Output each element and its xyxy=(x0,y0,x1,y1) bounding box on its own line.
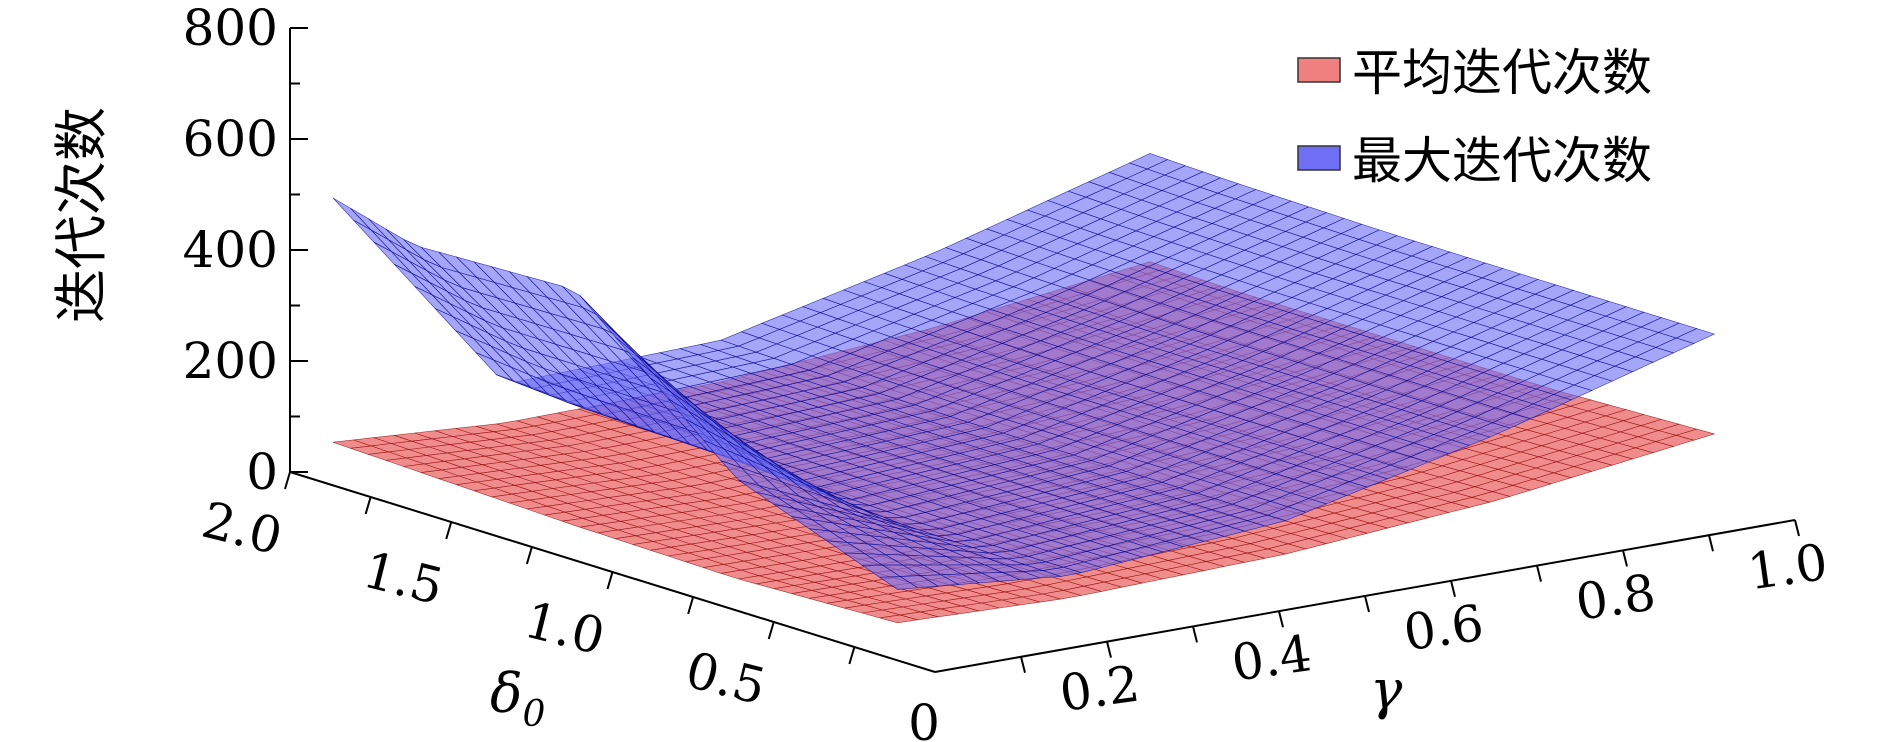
x-tick-label: 0.8 xyxy=(1572,563,1659,632)
x-tick-label: 0 xyxy=(908,694,940,742)
x-axis-label: γ xyxy=(1370,658,1403,721)
x-tick-label: 0.2 xyxy=(1056,655,1143,724)
y-tick-label: 1.5 xyxy=(358,541,449,617)
legend: 平均迭代次数 最大迭代次数 xyxy=(1297,44,1652,190)
x-tick-mark xyxy=(1192,626,1198,643)
z-tick-label: 800 xyxy=(183,0,278,57)
z-ticks: 0 200 400 600 800 xyxy=(183,0,308,501)
legend-label-average: 平均迭代次数 xyxy=(1352,44,1652,102)
x-tick-label: 0.6 xyxy=(1400,594,1487,663)
x-tick-mark xyxy=(1622,550,1628,567)
y-axis-label-main: δ xyxy=(490,662,523,725)
y-axis-label: δ0 xyxy=(490,662,545,735)
x-tick-mark xyxy=(1106,641,1112,658)
x-tick-mark xyxy=(1708,534,1714,552)
y-tick-mark xyxy=(445,521,453,540)
y-tick-mark xyxy=(606,571,614,590)
x-tick-mark xyxy=(1364,595,1370,613)
x-tick-label: 0.4 xyxy=(1228,624,1315,693)
y-tick-label: 1.0 xyxy=(519,591,610,667)
z-tick-label: 0 xyxy=(246,443,278,501)
y-tick-mark xyxy=(767,621,775,640)
x-tick-mark xyxy=(1450,580,1456,598)
x-ticks: 0 0.2 0.4 0.6 0.8 1.0 xyxy=(908,519,1831,742)
y-tick-mark xyxy=(284,471,291,490)
legend-label-max: 最大迭代次数 xyxy=(1352,132,1652,190)
legend-swatch-average xyxy=(1297,57,1341,83)
y-tick-mark xyxy=(364,496,372,515)
x-tick-mark xyxy=(1020,656,1026,674)
y-tick-label: 2.0 xyxy=(197,491,288,567)
z-tick-label: 400 xyxy=(183,221,278,279)
surface-max-patch xyxy=(1675,328,1716,344)
y-axis-label-subscript: 0 xyxy=(523,694,546,735)
surface-max-patch xyxy=(332,197,372,231)
z-tick-label: 200 xyxy=(183,332,278,390)
z-tick-label: 600 xyxy=(183,110,278,168)
surface-max-iterations xyxy=(332,153,1716,590)
legend-swatch-max xyxy=(1297,145,1341,171)
x-tick-label: 1.0 xyxy=(1744,533,1831,602)
y-tick-mark xyxy=(848,646,856,665)
x-tick-mark xyxy=(1536,565,1542,582)
y-tick-label: 0.5 xyxy=(680,641,771,717)
y-tick-mark xyxy=(687,596,695,615)
y-tick-mark xyxy=(525,546,533,565)
x-tick-mark xyxy=(1278,610,1284,628)
x-tick-mark xyxy=(1794,519,1800,537)
surface-average-patch xyxy=(1675,428,1716,441)
z-axis-label: 迭代次数 xyxy=(50,107,113,323)
